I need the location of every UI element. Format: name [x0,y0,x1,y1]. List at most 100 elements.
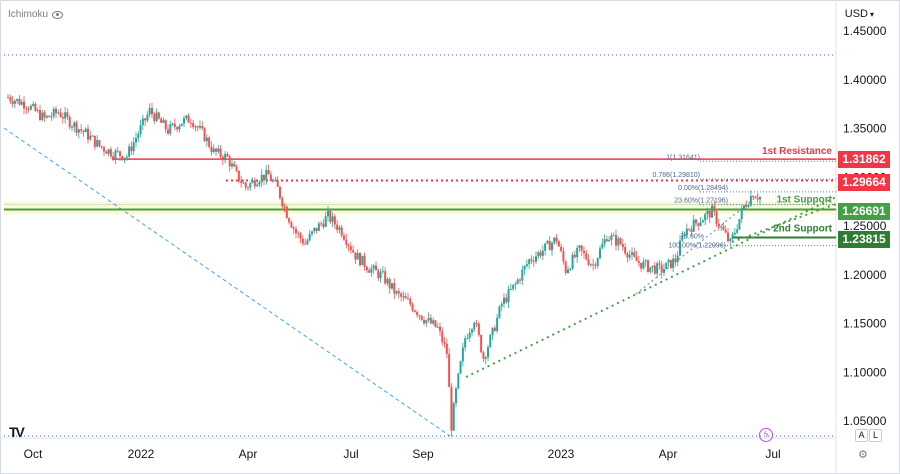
candle-body [647,260,649,272]
candle-body [583,250,585,254]
candle-body [473,323,476,330]
candle-body [651,265,654,268]
candle-body [9,97,12,102]
candle-body [493,327,496,331]
eye-icon[interactable] [52,10,64,19]
candle-body [635,256,638,262]
price-tag-support1: 1.26691 [838,203,890,220]
candle-body [759,197,761,200]
candle-body [674,258,677,262]
candle-body [311,231,313,234]
fib-label: 23.60%(1.27196) [674,198,728,205]
candle-body [605,239,608,242]
candle-body [404,296,407,299]
x-tick-label: 2023 [548,447,575,461]
currency-selector[interactable]: USD ▾ [845,8,874,20]
candle-body [535,256,537,262]
candle-body [429,317,432,324]
candle-body [116,150,119,152]
candle-body [491,327,494,335]
tradingview-logo-icon[interactable]: TV [9,424,25,440]
fib-diagonal [635,193,761,295]
candle-body [352,250,355,253]
gear-icon[interactable]: ⚙ [858,449,868,461]
candle-body [594,264,597,266]
candle-body [16,98,19,101]
candle-body [377,270,380,279]
y-tick-label: 1.40000 [843,73,887,87]
candle-body [564,261,567,273]
candle-body [48,115,51,118]
candle-body [665,262,668,270]
candle-body [276,180,279,187]
candle-body [356,253,359,260]
candle-body [599,248,601,259]
candle-body [267,169,270,175]
candle-body [370,268,373,273]
candle-body [32,103,35,106]
candle-body [231,163,233,167]
candle-body [249,182,252,188]
candle-body [701,220,704,223]
candle-body [256,184,259,187]
candle-body [692,219,695,232]
candle-body [477,323,480,336]
candle-body [468,332,471,338]
x-tick-label: Jul [343,447,358,461]
y-tick-label: 1.20000 [843,268,887,282]
candle-body [137,134,140,139]
indicator-label[interactable]: Ichimoku [8,9,64,20]
candle-body [482,352,485,359]
lightning-icon[interactable]: ϟ [759,428,773,442]
candle-body [541,250,544,256]
candle-body [514,283,517,285]
candle-body [372,265,375,269]
candle-body [621,244,624,248]
candle-body [253,180,256,187]
candle-body [592,264,595,266]
candle-body [489,334,492,348]
candle-body [706,211,709,215]
candle-body [347,244,350,247]
candle-body [27,108,30,110]
candle-body [331,216,334,222]
diagonal-trendline [3,127,451,437]
auto-scale-button[interactable]: A [855,429,868,442]
candle-body [397,291,400,294]
candle-body [52,108,55,117]
candle-body [210,146,213,152]
candle-body [66,112,69,117]
candle-body [208,137,211,147]
candle-body [112,156,115,159]
candle-body [512,284,515,289]
candle-body [91,135,94,137]
candle-body [633,252,636,257]
rising-trendline [465,196,837,378]
candle-body [167,129,169,134]
candle-body [738,219,741,230]
candle-body [203,128,206,142]
log-scale-button[interactable]: L [869,429,882,442]
candle-body [215,148,217,152]
candle-body [667,259,670,263]
x-tick-label: Sep [412,447,434,461]
candle-body [553,237,556,243]
candle-body [500,303,503,307]
candle-body [539,252,542,256]
candle-body [64,112,67,119]
candle-body [455,388,457,404]
candle-body [425,320,428,324]
candle-body [658,263,661,265]
candle-body [386,279,389,284]
candle-body [704,214,707,221]
candle-body [329,210,332,222]
candle-body [416,311,419,316]
candle-body [297,233,300,235]
candle-body [603,239,606,244]
candle-body [503,297,505,304]
candle-body [747,205,750,207]
candle-body [407,298,409,300]
candle-body [420,315,423,320]
candle-body [153,114,156,122]
